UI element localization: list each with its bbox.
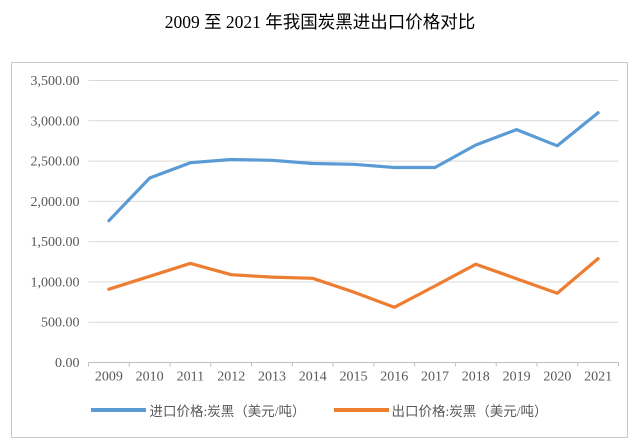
y-axis-tick-label: 500.00 (41, 316, 80, 331)
x-axis-tick-label: 2010 (136, 370, 164, 385)
line-chart-plot-area: 0.00 500.00 1,000.00 1,500.00 2,000.00 2,500.… (31, 74, 619, 385)
legend-item-export-price: 出口价格:炭黑（美元/吨） (333, 400, 548, 420)
x-axis-tick-label: 2021 (584, 370, 612, 385)
x-axis-tick-label: 2015 (340, 370, 368, 385)
chart-legend: 进口价格:炭黑（美元/吨） 出口价格:炭黑（美元/吨） (12, 400, 627, 420)
chart-title: 2009 至 2021 年我国炭黑进出口价格对比 (164, 12, 476, 32)
legend-item-import-price: 进口价格:炭黑（美元/吨） (91, 400, 306, 420)
x-axis-tick-label: 2018 (462, 370, 490, 385)
y-axis-tick-label: 3,500.00 (31, 74, 80, 89)
x-axis-tick-label: 2019 (503, 370, 531, 385)
y-axis-tick-label: 0.00 (55, 356, 80, 371)
x-axis-tick-label: 2016 (380, 370, 408, 385)
x-axis-tick-label: 2011 (177, 370, 204, 385)
import-line-swatch (91, 407, 147, 413)
export-price-line (107, 257, 600, 309)
y-axis-tick-label: 2,500.00 (31, 155, 80, 170)
y-axis-tick-label: 1,000.00 (31, 275, 80, 290)
chart-frame: 0.00 500.00 1,000.00 1,500.00 2,000.00 2,500.… (11, 62, 628, 438)
y-axis-tick-label: 3,000.00 (31, 114, 80, 129)
x-axis-tick-label: 2020 (543, 370, 571, 385)
import-price-line (107, 111, 600, 223)
y-axis-tick-label: 2,000.00 (31, 195, 80, 210)
export-line-swatch (333, 407, 389, 413)
x-axis-tick-label: 2013 (258, 370, 286, 385)
x-axis-tick-label: 2009 (95, 370, 123, 385)
legend-label-export: 出口价格:炭黑（美元/吨） (391, 404, 548, 419)
legend-label-import: 进口价格:炭黑（美元/吨） (149, 404, 306, 419)
x-axis-tick-label: 2014 (299, 370, 327, 385)
x-axis-tick-label: 2017 (421, 370, 449, 385)
y-axis-tick-label: 1,500.00 (31, 235, 80, 250)
x-axis-tick-label: 2012 (217, 370, 245, 385)
